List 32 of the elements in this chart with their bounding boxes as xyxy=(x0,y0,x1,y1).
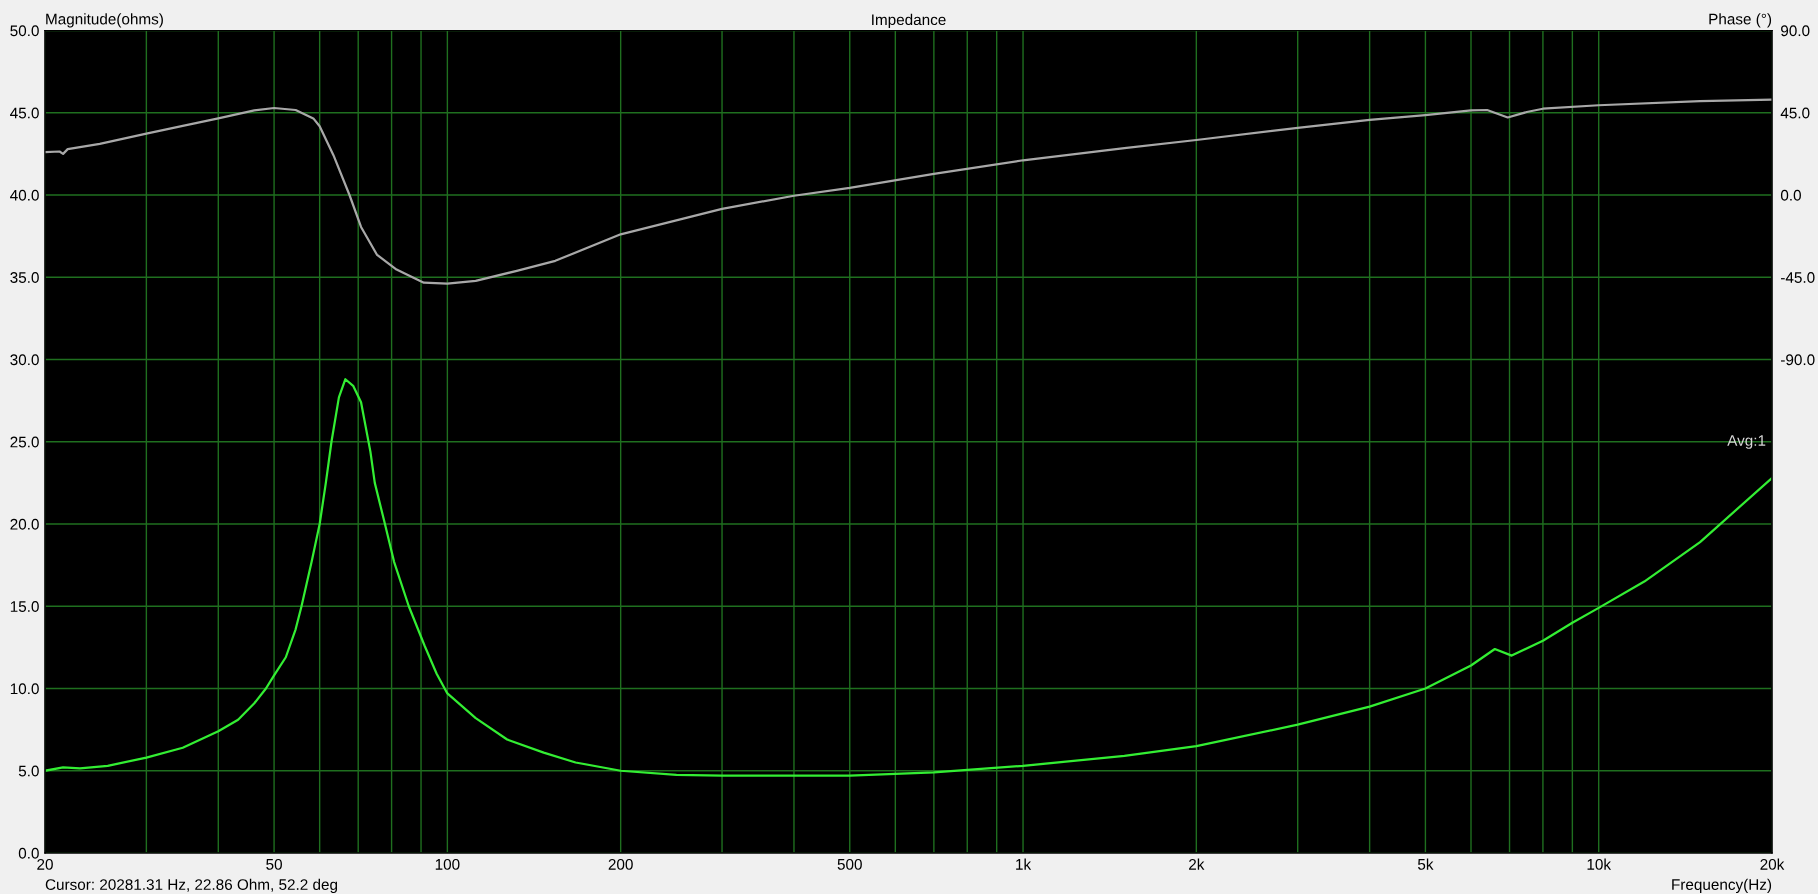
x-tick-label: 200 xyxy=(608,858,633,870)
y2-axis-title: Phase (°) xyxy=(1709,13,1772,28)
y2-tick-label: 0.0 xyxy=(1780,189,1801,201)
y-tick-label: 45.0 xyxy=(10,107,39,119)
x-tick-label: 500 xyxy=(837,858,862,870)
y-tick-label: 30.0 xyxy=(10,354,39,366)
x-axis-title: Frequency(Hz) xyxy=(1672,878,1772,893)
y-tick-label: 10.0 xyxy=(10,683,39,695)
x-tick-label: 20k xyxy=(1760,858,1785,870)
y-axis-title: Magnitude(ohms) xyxy=(46,13,163,28)
annotation: Avg:1 xyxy=(1727,435,1766,449)
y-tick-label: 40.0 xyxy=(10,189,39,201)
y-tick-label: 15.0 xyxy=(10,601,39,612)
y-tick-label: 25.0 xyxy=(10,436,39,448)
y2-tick-label: 90.0 xyxy=(1781,25,1810,37)
y-tick-label: 20.0 xyxy=(10,518,39,530)
y-tick-label: 35.0 xyxy=(10,272,39,283)
x-tick-label: 10k xyxy=(1587,858,1612,870)
y-tick-label: 5.0 xyxy=(18,765,39,777)
text: Cursor: 20281.31 Hz, 22.86 Ohm, 52.2 deg xyxy=(45,878,338,893)
x-tick-label: 20 xyxy=(37,858,53,870)
chart-title: Impedance xyxy=(872,13,946,29)
y-tick-label: 0.0 xyxy=(18,847,39,859)
y-tick-label: 50.0 xyxy=(10,25,39,37)
x-tick-label: 1k xyxy=(1016,858,1032,870)
y2-tick-label: -90.0 xyxy=(1781,354,1815,366)
y2-tick-label: 45.0 xyxy=(1780,107,1810,119)
y2-tick-label: -45.0 xyxy=(1781,272,1815,283)
x-tick-label: 2k xyxy=(1189,858,1205,870)
x-tick-label: 5k xyxy=(1417,858,1434,870)
x-tick-label: 50 xyxy=(266,858,282,870)
x-tick-label: 100 xyxy=(435,858,460,870)
